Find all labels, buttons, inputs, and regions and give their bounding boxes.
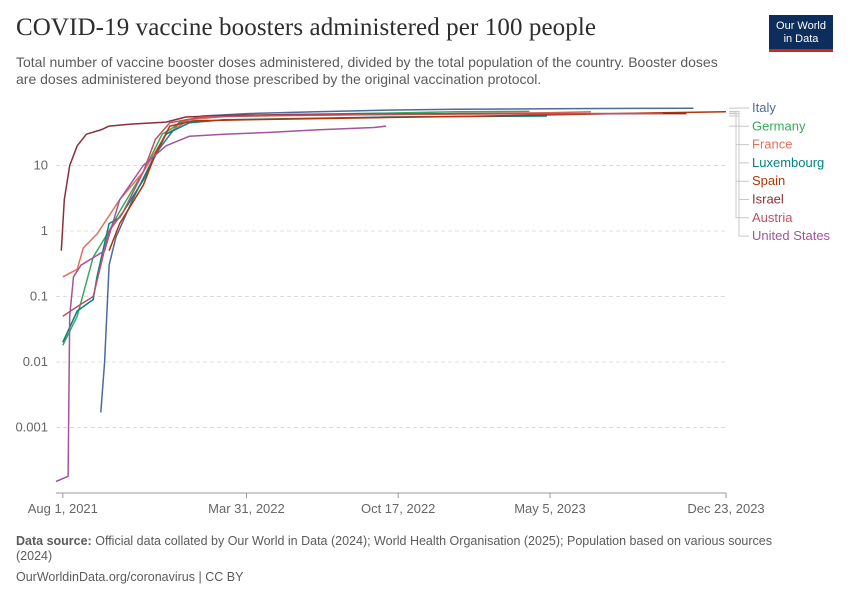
series-line-austria [62, 112, 663, 317]
series-line-united-states [55, 125, 387, 483]
legend-label: Germany [752, 118, 806, 133]
logo-line-2: in Data [783, 33, 819, 45]
x-tick-label: Mar 31, 2022 [208, 501, 285, 516]
series-line-spain [108, 111, 727, 251]
source-url[interactable]: OurWorldinData.org/coronavirus | CC BY [16, 570, 244, 584]
y-tick-label: 0.01 [23, 354, 48, 369]
x-tick-label: Oct 17, 2022 [361, 501, 435, 516]
x-tick-label: Dec 23, 2023 [687, 501, 764, 516]
chart-title: COVID-19 vaccine boosters administered p… [16, 14, 597, 41]
series-line-france [62, 111, 591, 278]
data-source-text: Official data collated by Our World in D… [16, 534, 772, 563]
legend-label: Italy [752, 100, 776, 115]
legend-connector [729, 113, 749, 219]
series-line-israel [60, 112, 687, 251]
x-tick-label: Aug 1, 2021 [28, 501, 98, 516]
logo-line-1: Our World [776, 20, 826, 32]
legend-label: United States [752, 228, 831, 243]
legend-label: Austria [752, 210, 793, 225]
series-line-italy [100, 107, 694, 413]
y-tick-label: 1 [41, 223, 48, 238]
legend-label: Luxembourg [752, 155, 824, 170]
legend-label: Spain [752, 173, 785, 188]
y-tick-label: 0.001 [15, 420, 48, 435]
owid-logo[interactable]: Our World in Data [769, 15, 833, 52]
data-source-note: Data source: Official data collated by O… [16, 534, 806, 564]
y-tick-label: 0.1 [30, 289, 48, 304]
series-line-luxembourg [62, 115, 547, 343]
series-line-germany [62, 110, 530, 346]
x-tick-label: May 5, 2023 [514, 501, 586, 516]
legend-label: Israel [752, 192, 784, 207]
chart-subtitle: Total number of vaccine booster doses ad… [16, 54, 718, 87]
data-source-label: Data source: [16, 534, 92, 548]
y-tick-label: 10 [34, 158, 48, 173]
legend-connector [729, 125, 749, 237]
legend-label: France [752, 137, 792, 152]
